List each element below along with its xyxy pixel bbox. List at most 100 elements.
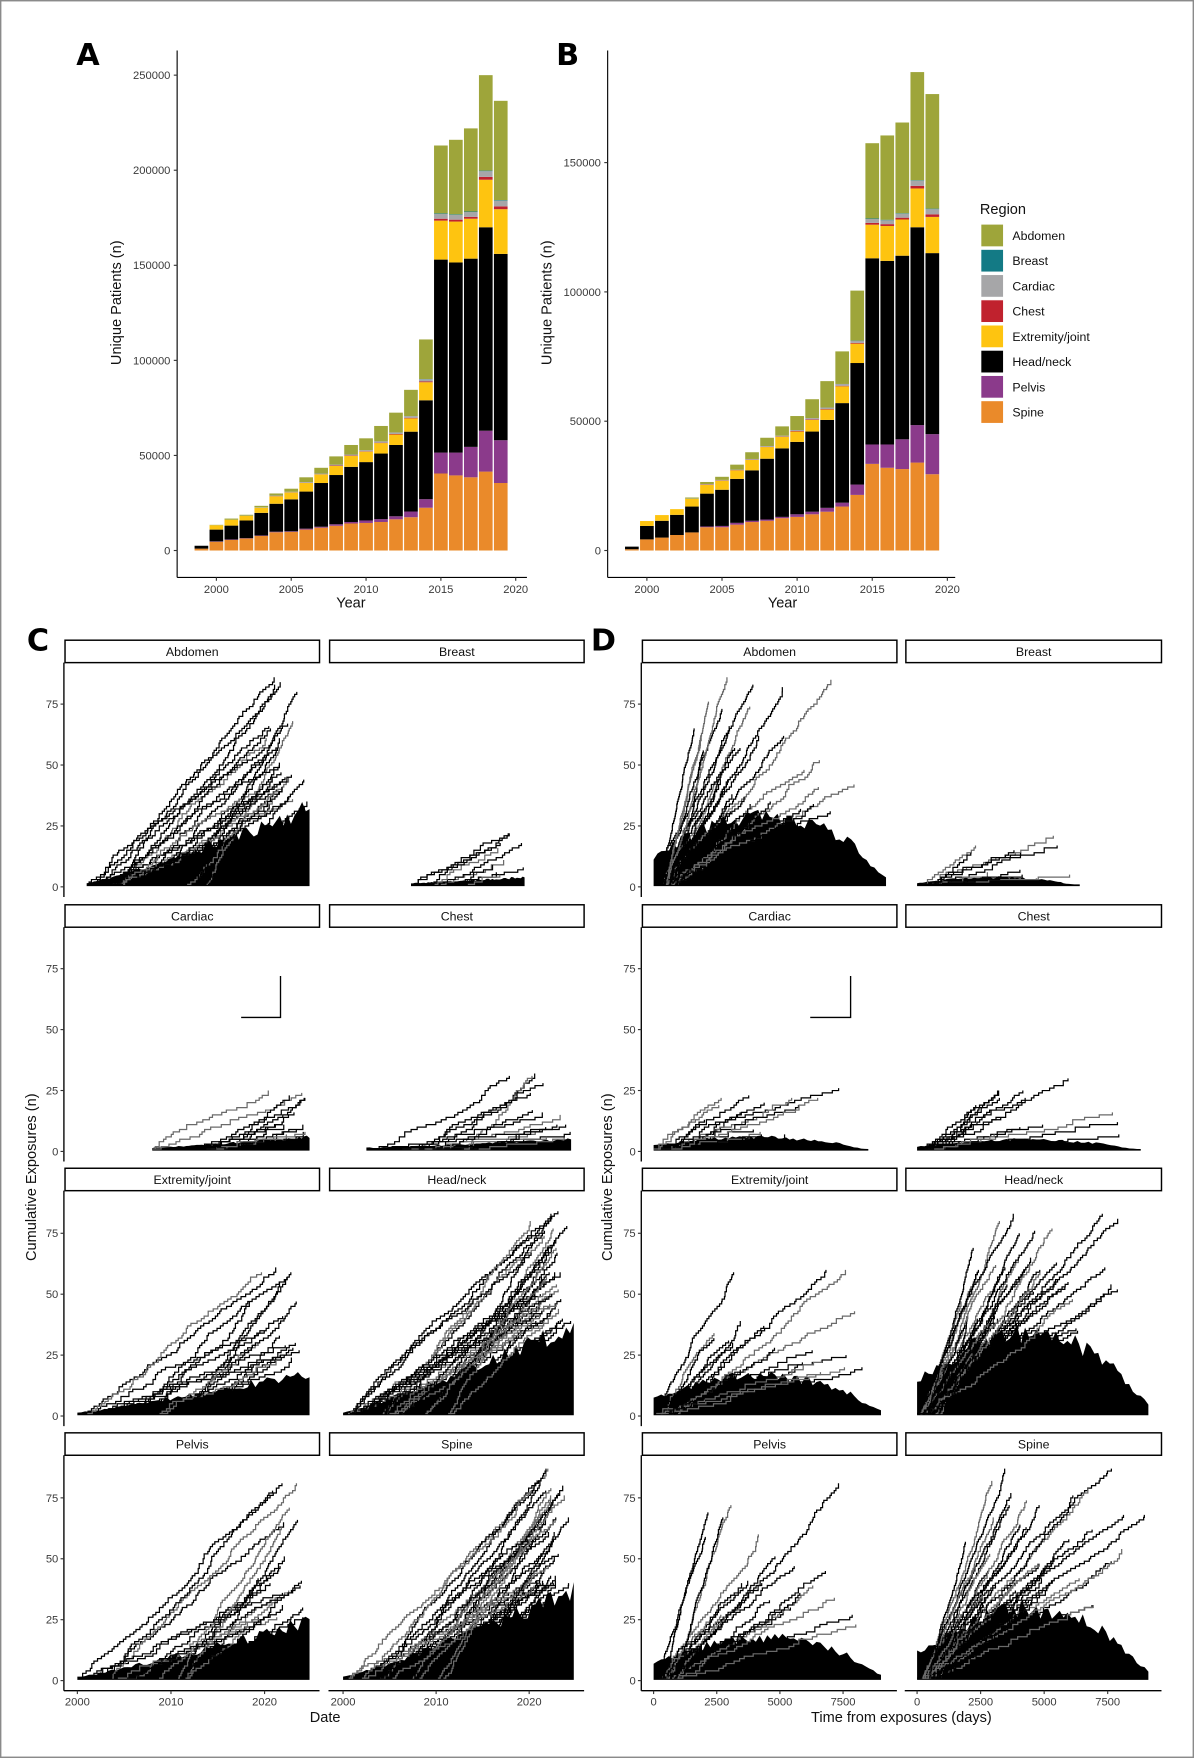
bar-segment-spine-2008	[329, 525, 343, 551]
patient-step-line	[674, 803, 814, 885]
patient-step-line	[427, 843, 501, 885]
bar-segment-spine-2012	[389, 519, 403, 551]
y-tick-label: 0	[164, 545, 170, 557]
bar-segment-cardiac-2016	[880, 220, 895, 225]
bar-segment-abdomen-2013	[835, 351, 850, 384]
patient-step-line	[200, 1122, 283, 1150]
bar-segment-spine-2016	[880, 467, 895, 551]
bar-segment-abdomen-2008	[329, 456, 343, 465]
bar-segment-extremity-joint-2004	[700, 484, 714, 494]
y-tick-label: 75	[623, 1228, 635, 1240]
bar-segment-abdomen-2006	[299, 477, 314, 483]
bar-segment-extremity-joint-2002	[670, 509, 684, 515]
patient-step-line	[178, 1507, 290, 1679]
bar-segment-spine-2017	[895, 469, 910, 551]
patient-step-line	[353, 1211, 559, 1415]
bar-segment-chest-2014	[850, 342, 865, 344]
patient-step-line	[361, 1490, 532, 1679]
patient-step-line	[130, 1272, 292, 1415]
patient-step-line	[465, 1517, 570, 1679]
bar-segment-cardiac-2007	[314, 473, 328, 475]
y-tick-label: 200000	[133, 165, 170, 177]
bar-segment-spine-2003	[685, 532, 699, 551]
x-tick-label: 2500	[704, 1696, 729, 1708]
patient-step-line	[454, 1320, 537, 1415]
bar-segment-chest-2014	[419, 381, 433, 383]
y-tick-label: 0	[595, 545, 601, 557]
facet-strip-label: Pelvis	[176, 1438, 209, 1452]
patient-step-line	[671, 1102, 765, 1150]
x-tick-label: 2015	[860, 584, 885, 596]
patient-step-line	[186, 1590, 290, 1679]
legend-label: Pelvis	[1012, 380, 1045, 394]
patient-step-line	[659, 801, 771, 885]
facet-strip	[641, 904, 898, 928]
bar-segment-spine-2000	[209, 541, 224, 551]
bar-segment-extremity-joint-2000	[640, 521, 654, 526]
bar-segment-extremity-joint-2003	[685, 498, 699, 507]
patient-step-line	[929, 1541, 967, 1679]
patient-step-line	[87, 726, 270, 885]
y-tick-label: 25	[46, 1350, 58, 1362]
bar-segment-extremity-joint-2007	[745, 459, 759, 471]
y-tick-label: 250000	[133, 70, 170, 82]
facet-strip	[905, 1432, 1163, 1456]
y-tick-label: 50	[623, 1025, 635, 1037]
patient-step-line	[660, 1570, 826, 1679]
patient-step-line	[662, 1367, 863, 1415]
bar-segment-pelvis-2019	[925, 434, 940, 475]
bar-segment-spine-2010	[359, 522, 373, 551]
legend-label: Chest	[1012, 305, 1045, 319]
patient-step-line	[673, 1340, 730, 1415]
bar-segment-abdomen-2017	[463, 128, 478, 212]
bar-segment-spine-2001	[655, 537, 669, 551]
panel-letter-a: A	[76, 38, 100, 73]
bar-segment-extremity-joint-2016	[449, 221, 463, 263]
bar-segment-spine-2001	[224, 539, 239, 551]
bar-segment-chest-2016	[449, 219, 463, 222]
bar-segment-spine-2013	[835, 506, 850, 551]
bar-segment-extremity-joint-2011	[374, 443, 388, 454]
bar-segment-pelvis-2004	[269, 531, 284, 533]
bar-segment-head-neck-2014	[850, 363, 865, 485]
y-tick-label: 0	[52, 1146, 58, 1158]
patient-step-line	[433, 847, 499, 885]
facet-strip	[641, 1167, 898, 1192]
y-tick-label: 25	[46, 821, 58, 833]
bar-segment-abdomen-2018	[478, 75, 493, 171]
bar-segment-head-neck-2016	[449, 262, 463, 453]
bar-segment-chest-2012	[389, 433, 403, 435]
bar-segment-head-neck-2004	[700, 493, 714, 527]
bar-segment-head-neck-2013	[404, 431, 418, 512]
legend-swatch	[980, 299, 1004, 323]
bar-segment-spine-2015	[865, 463, 880, 551]
bar-segment-pelvis-2007	[745, 520, 759, 523]
patient-step-line	[930, 1117, 1002, 1150]
patient-step-line	[929, 1578, 1022, 1679]
facet-head-neck: Head/neck	[328, 1167, 585, 1416]
y-tick-label: 100000	[564, 287, 601, 299]
patient-step-line	[194, 1097, 306, 1150]
legend-item-abdomen: Abdomen	[980, 223, 1065, 248]
x-tick-label: 2020	[503, 584, 528, 596]
bar-segment-extremity-joint-2001	[655, 515, 669, 521]
legend-swatch	[980, 400, 1004, 424]
patient-step-line	[671, 1097, 819, 1150]
bar-segment-extremity-joint-2012	[389, 434, 403, 445]
bar-segment-cardiac-2009	[344, 454, 358, 456]
bar-segment-abdomen-2012	[820, 381, 835, 408]
bar-segment-pelvis-2013	[835, 502, 850, 507]
bar-segment-breast-2018	[910, 180, 925, 181]
facet-strip-label: Pelvis	[753, 1438, 786, 1452]
bar-segment-chest-2012	[820, 409, 835, 410]
panel-letter-b: B	[556, 38, 579, 73]
bar-segment-chest-2015	[434, 218, 448, 221]
bar-segment-extremity-joint-2017	[463, 218, 478, 259]
patient-step-line	[672, 735, 785, 885]
patient-step-line	[201, 801, 308, 885]
bar-segment-extremity-joint-2006	[730, 470, 744, 479]
bar-segment-breast-2016	[880, 219, 895, 221]
bar-segment-spine-2011	[374, 521, 388, 551]
patient-step-line	[117, 682, 281, 885]
x-tick-label: 7500	[831, 1696, 856, 1708]
